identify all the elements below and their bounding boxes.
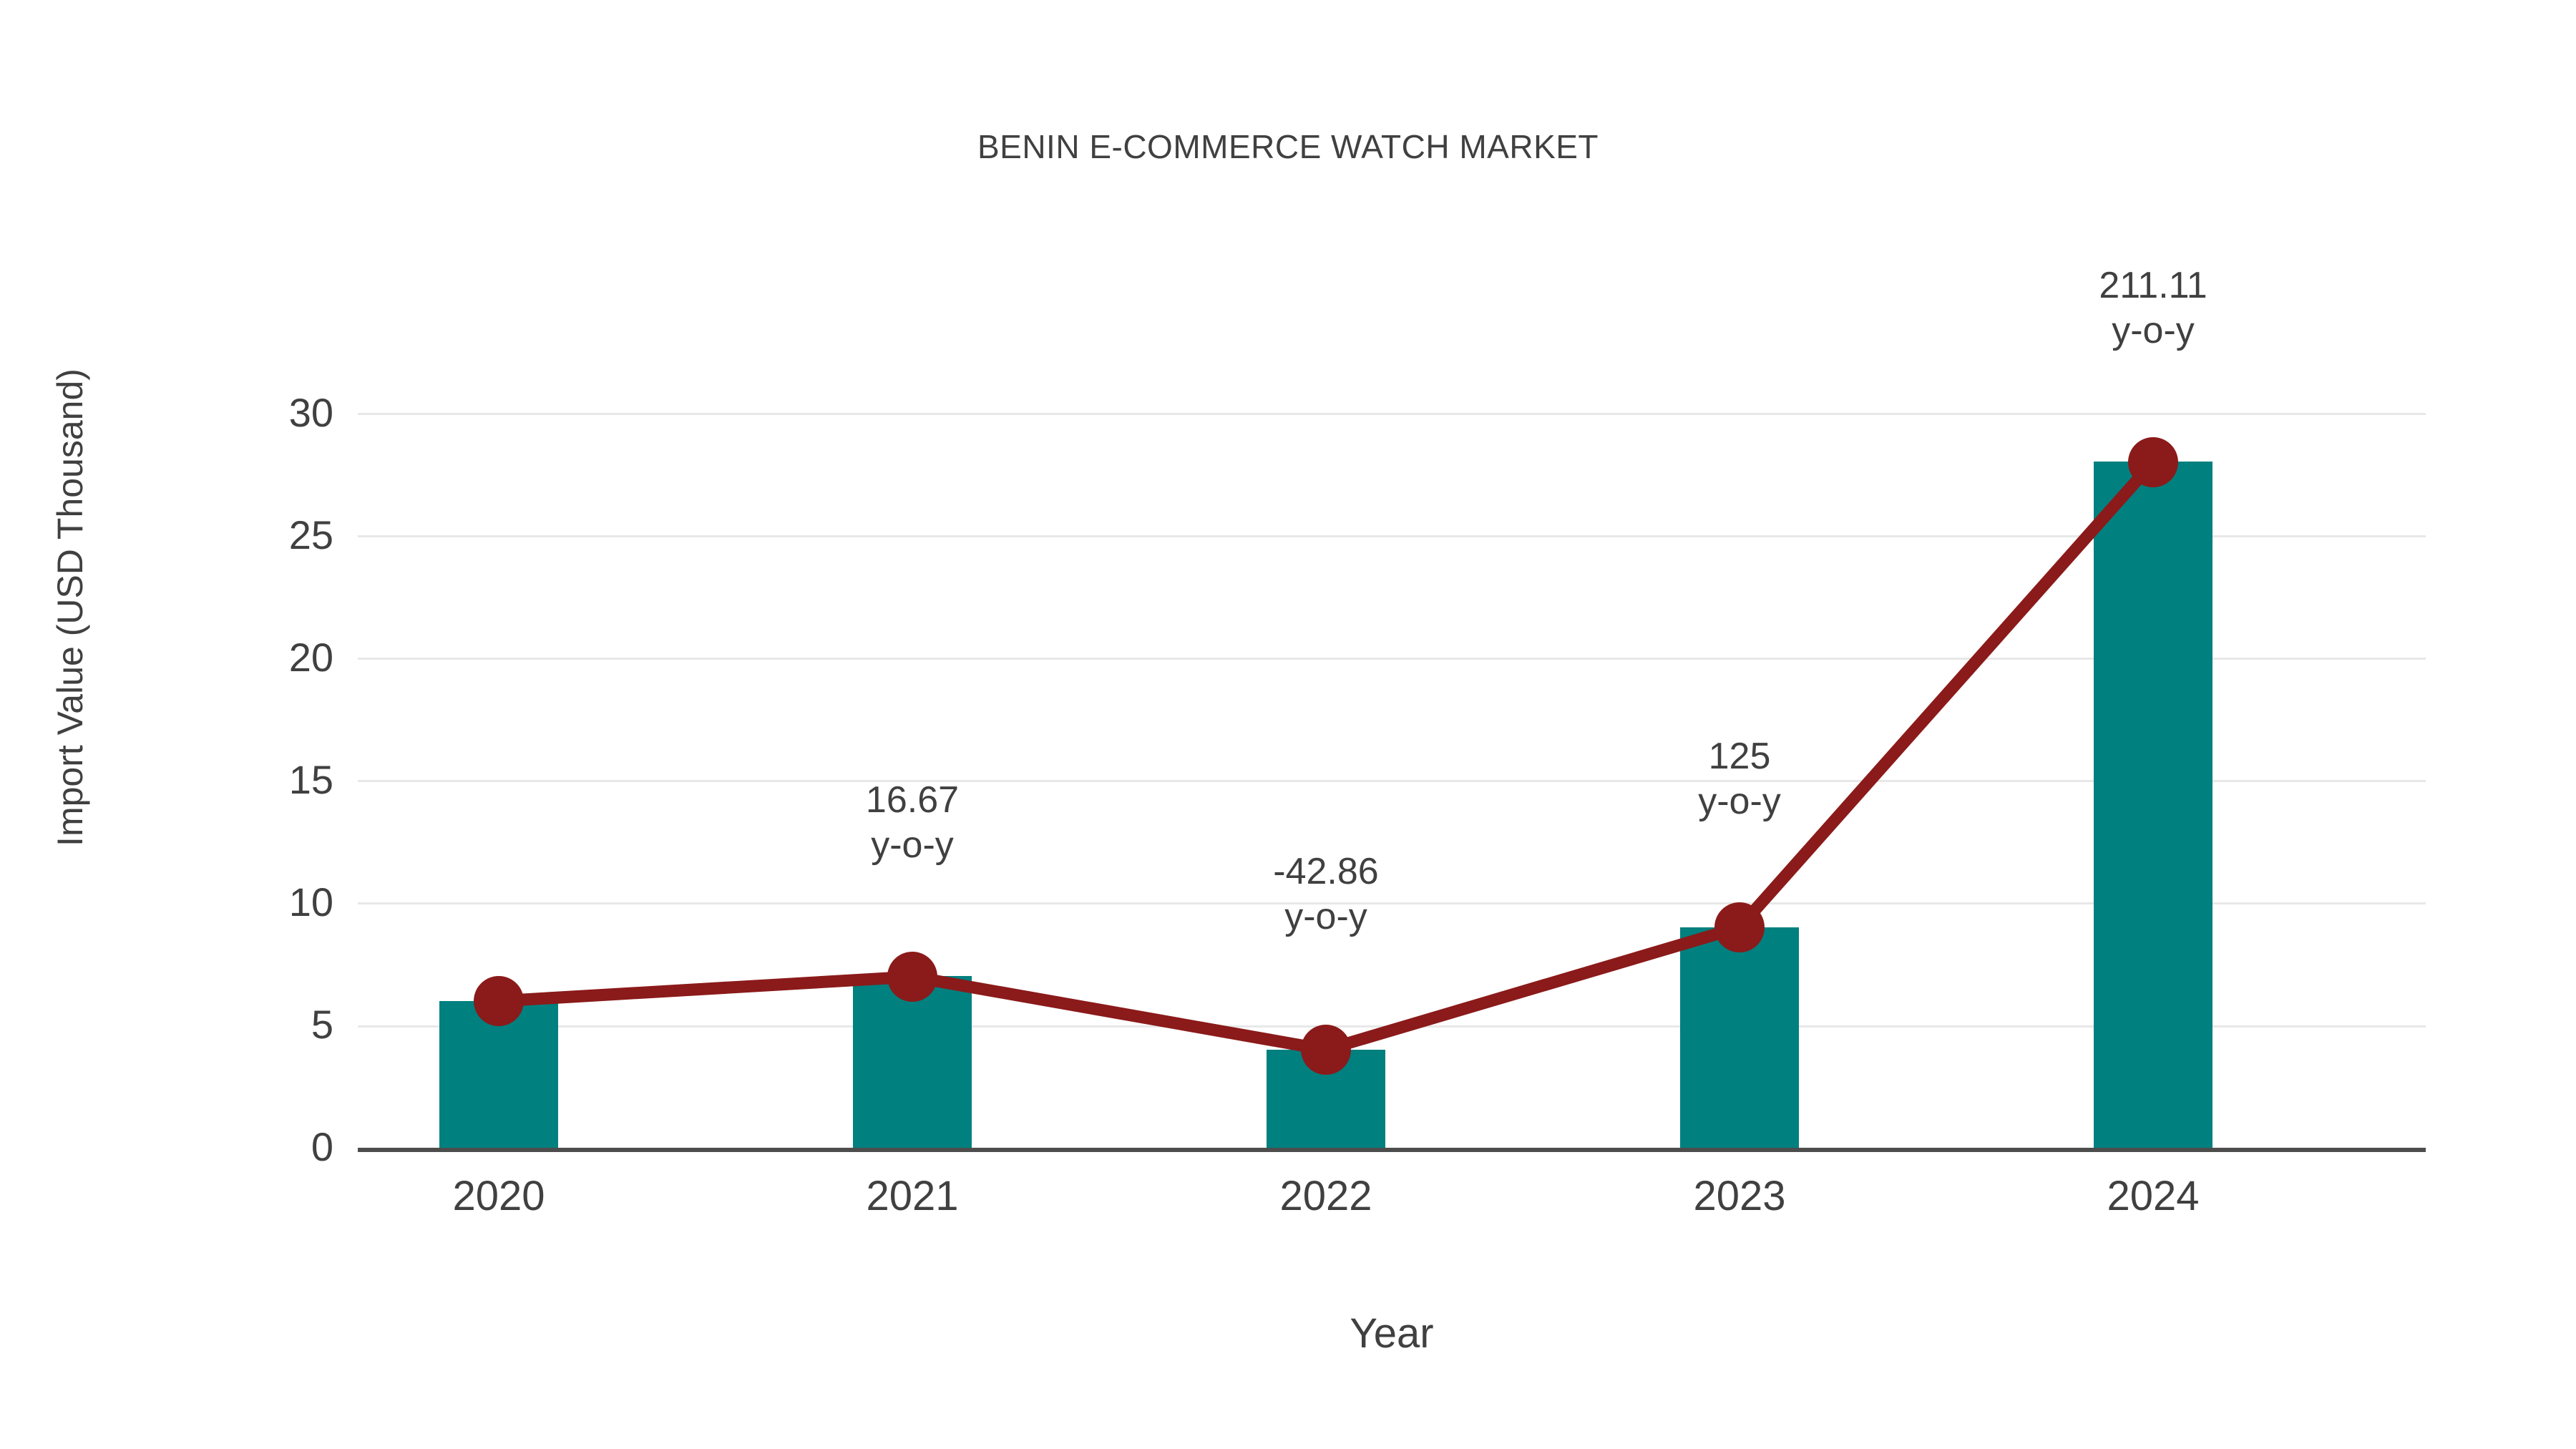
x-tick-label-2024: 2024 — [2107, 1173, 2200, 1219]
x-axis-title: Year — [1350, 1310, 1434, 1357]
point-label-2023-value: 125 — [1708, 736, 1771, 777]
bar-2020[interactable] — [439, 1001, 558, 1148]
y-tick-label-15: 15 — [288, 757, 333, 802]
point-label-2021-unit: y-o-y — [871, 824, 954, 867]
point-label-2023: 125 y-o-y — [1553, 734, 1926, 825]
bar-2024[interactable] — [2094, 462, 2212, 1148]
x-tick-label-2020: 2020 — [452, 1173, 545, 1219]
bar-2023[interactable] — [1680, 927, 1799, 1148]
y-tick-label-0: 0 — [311, 1124, 333, 1169]
gridline-30 — [358, 413, 2426, 415]
x-tick-label-2022: 2022 — [1279, 1173, 1372, 1219]
point-label-2024: 211.11 y-o-y — [1967, 263, 2339, 354]
y-axis-title: Import Value (USD Thousand) — [50, 369, 90, 847]
point-label-2021-value: 16.67 — [865, 779, 960, 821]
y-tick-label-20: 20 — [288, 635, 333, 680]
y-tick-label-25: 25 — [288, 512, 333, 557]
bar-2022[interactable] — [1267, 1050, 1385, 1148]
y-tick-label-30: 30 — [288, 390, 333, 435]
point-label-2022-unit: y-o-y — [1284, 896, 1367, 938]
x-tick-label-2021: 2021 — [866, 1173, 959, 1219]
point-label-2022-value: -42.86 — [1273, 851, 1379, 892]
chart-title: BENIN E-COMMERCE WATCH MARKET — [977, 128, 1599, 165]
point-label-2024-value: 211.11 — [2099, 265, 2207, 306]
bar-2021[interactable] — [853, 976, 972, 1148]
plot-area — [358, 413, 2426, 1152]
y-tick-label-10: 10 — [288, 879, 333, 924]
point-label-2022: -42.86 y-o-y — [1140, 849, 1512, 940]
point-label-2024-unit: y-o-y — [2112, 310, 2195, 352]
x-tick-label-2023: 2023 — [1693, 1173, 1786, 1219]
y-tick-label-5: 5 — [311, 1002, 333, 1047]
point-label-2023-unit: y-o-y — [1698, 781, 1781, 823]
point-label-2021: 16.67 y-o-y — [726, 778, 1098, 869]
x-axis-line — [358, 1148, 2426, 1152]
